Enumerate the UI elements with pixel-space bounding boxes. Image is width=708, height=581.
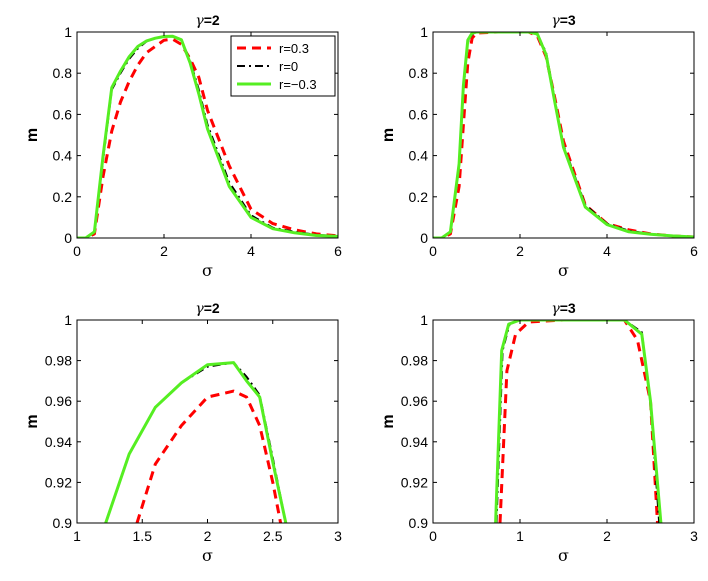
- y-tick-label: 0.98: [45, 353, 72, 369]
- x-tick-label: 1.5: [133, 528, 153, 544]
- y-tick-label: 0.6: [409, 106, 429, 122]
- legend: r=0.3 r=0 r=−0.3: [230, 35, 336, 97]
- subplot-3: 1 1.5 2 2.5 3 0.9 0.92 0.94 0.96 0.98 1 γ=2 σ m: [24, 300, 342, 565]
- y-tick-label: 0: [420, 230, 428, 246]
- series-line-r=0: [104, 361, 287, 523]
- x-tick-label: 4: [247, 243, 255, 259]
- subplot-title: γ=2: [195, 12, 220, 29]
- x-tick-label: 2: [204, 528, 212, 544]
- y-tick-label: 0.9: [409, 515, 429, 531]
- series-line-r=0: [433, 32, 694, 238]
- title-symbol: γ: [551, 301, 560, 317]
- axes-frame: [432, 31, 695, 239]
- x-axis-label: σ: [202, 546, 213, 565]
- y-tick-label: 0.2: [409, 189, 429, 205]
- title-symbol: γ: [195, 13, 204, 29]
- y-tick-label: 0.4: [409, 148, 429, 164]
- x-tick-label: 0: [73, 243, 81, 259]
- y-tick-label: 0.98: [401, 353, 428, 369]
- x-tick-label: 0: [429, 528, 437, 544]
- series-line-r=0.3: [498, 320, 659, 523]
- y-tick-label: 0.8: [409, 65, 429, 81]
- subplot-1: 0 2 4 6 0 0.2 0.4 0.6 0.8 1 γ=2 σ m r=0.3 r=0 r=−0.3: [24, 12, 342, 280]
- subplot-title: γ=2: [195, 300, 220, 317]
- title-value: =3: [560, 12, 576, 28]
- y-tick-label: 0.92: [45, 474, 72, 490]
- y-tick-label: 1: [420, 312, 428, 328]
- subplot-4: 0 1 2 3 0.9 0.92 0.94 0.96 0.98 1 γ=3 σ m: [380, 300, 698, 565]
- series-line-r=−0.3: [494, 320, 663, 523]
- x-tick-label: 0: [429, 243, 437, 259]
- series-line-r=0.3: [135, 389, 283, 523]
- y-axis-label: m: [24, 128, 41, 142]
- x-tick-label: 1: [516, 528, 524, 544]
- x-tick-label: 2: [160, 243, 168, 259]
- y-tick-label: 0.8: [53, 65, 73, 81]
- legend-label: r=−0.3: [279, 77, 317, 92]
- y-tick-label: 0.4: [53, 148, 73, 164]
- y-tick-label: 1: [64, 312, 72, 328]
- y-tick-label: 0.94: [401, 434, 428, 450]
- series-line-r=−0.3: [77, 34, 338, 238]
- legend-label: r=0.3: [279, 41, 309, 56]
- x-tick-label: 2.5: [263, 528, 283, 544]
- x-tick-label: 4: [603, 243, 611, 259]
- x-axis-label: σ: [202, 261, 213, 280]
- y-tick-label: 0.6: [53, 106, 73, 122]
- title-value: =2: [204, 300, 220, 316]
- legend-box: [230, 35, 336, 97]
- x-tick-label: 2: [516, 243, 524, 259]
- y-tick-label: 0.94: [45, 434, 72, 450]
- y-tick-label: 0: [64, 230, 72, 246]
- y-tick-label: 0.92: [401, 474, 428, 490]
- y-tick-label: 1: [64, 24, 72, 40]
- title-symbol: γ: [551, 13, 560, 29]
- series-line-r=−0.3: [104, 361, 288, 523]
- series-line-r=0.3: [433, 32, 694, 238]
- y-tick-label: 0.96: [45, 393, 72, 409]
- x-axis-label: σ: [558, 261, 569, 280]
- y-tick-label: 0.2: [53, 189, 73, 205]
- x-tick-label: 6: [690, 243, 698, 259]
- y-axis-label: m: [380, 414, 397, 428]
- y-axis-label: m: [380, 128, 397, 142]
- series-line-r=−0.3: [433, 32, 694, 238]
- x-tick-label: 3: [690, 528, 698, 544]
- series-line-r=0.3: [77, 37, 338, 238]
- x-tick-label: 2: [603, 528, 611, 544]
- title-value: =3: [560, 300, 576, 316]
- title-symbol: γ: [195, 301, 204, 317]
- y-tick-label: 0.9: [53, 515, 73, 531]
- subplot-title: γ=3: [551, 12, 576, 29]
- subplot-2: 0 2 4 6 0 0.2 0.4 0.6 0.8 1 γ=3 σ m: [380, 12, 698, 280]
- axes-frame: [432, 319, 695, 524]
- subplot-title: γ=3: [551, 300, 576, 317]
- y-tick-label: 0.96: [401, 393, 428, 409]
- y-tick-label: 1: [420, 24, 428, 40]
- series-line-r=0: [495, 320, 661, 523]
- x-tick-label: 6: [334, 243, 342, 259]
- axes-frame: [76, 31, 339, 239]
- x-axis-label: σ: [558, 546, 569, 565]
- x-tick-label: 3: [334, 528, 342, 544]
- x-tick-label: 1: [73, 528, 81, 544]
- legend-label: r=0: [279, 59, 298, 74]
- y-axis-label: m: [24, 414, 41, 428]
- title-value: =2: [204, 12, 220, 28]
